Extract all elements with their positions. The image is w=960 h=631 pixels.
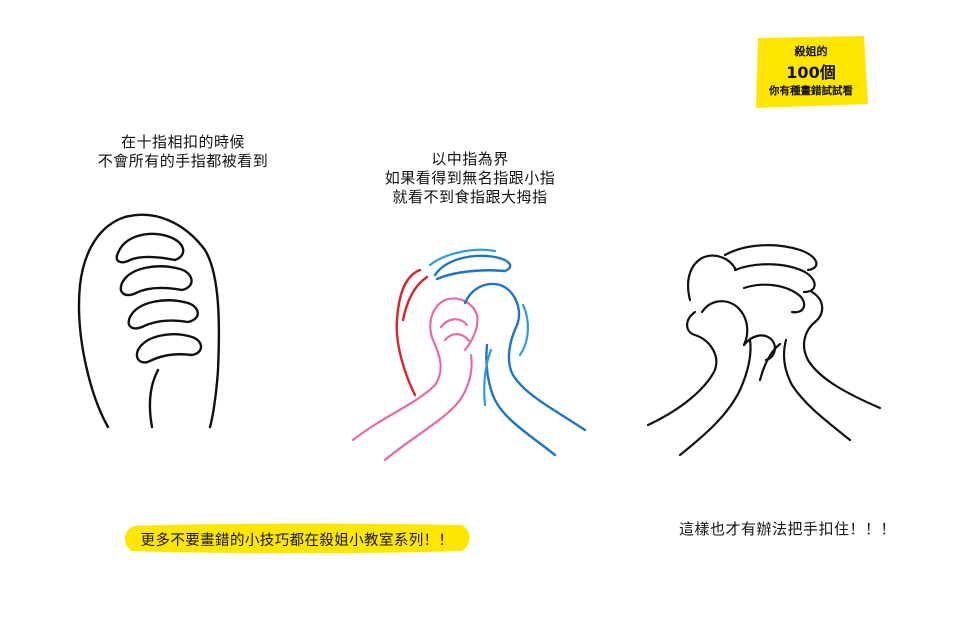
badge-line-2: 100個 <box>786 63 836 82</box>
caption-right: 這樣也才有辦法把手扣住！！！ <box>678 520 896 538</box>
caption-left: 在十指相扣的時候 不會所有的手指都被看到 <box>88 133 278 171</box>
hand-outline-illustration <box>77 213 221 429</box>
badge-line-1: 殺姐的 <box>794 45 828 58</box>
banner-text: 更多不要畫錯的小技巧都在殺姐小教室系列！！ <box>140 533 454 549</box>
banner-highlight <box>124 523 470 554</box>
caption-left-line-1: 在十指相扣的時候 <box>120 133 245 151</box>
caption-middle-line-3: 就看不到食指跟大拇指 <box>392 188 548 206</box>
colored-clasped-hands-illustration <box>351 248 587 462</box>
caption-left-line-2: 不會所有的手指都被看到 <box>97 152 269 170</box>
clasped-hands-illustration <box>646 244 882 457</box>
caption-middle-line-1: 以中指為界 <box>431 150 509 168</box>
caption-middle: 以中指為界 如果看得到無名指跟小指 就看不到食指跟大拇指 <box>370 150 570 207</box>
series-banner: 更多不要畫錯的小技巧都在殺姐小教室系列！！ <box>122 521 472 555</box>
badge-line-3: 你有種畫錯試試看 <box>769 85 853 97</box>
caption-middle-line-2: 如果看得到無名指跟小指 <box>384 169 556 187</box>
badge-highlight <box>756 36 868 108</box>
series-badge: 殺姐的 100個 你有種畫錯試試看 <box>752 34 870 110</box>
